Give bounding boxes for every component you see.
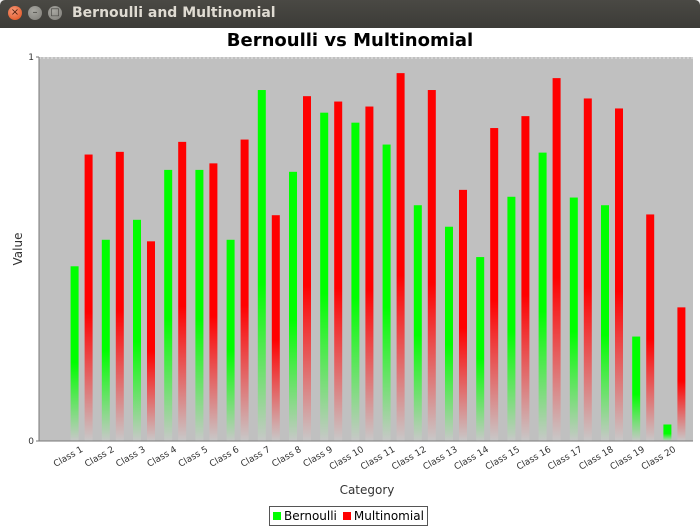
bar-multinomial-19 <box>646 214 655 441</box>
bar-multinomial-4 <box>178 141 187 441</box>
chart-title: Bernoulli vs Multinomial <box>227 30 473 51</box>
x-tick-label: Class 16 <box>515 445 553 473</box>
close-icon: × <box>10 7 20 18</box>
maximize-icon: □ <box>50 7 60 18</box>
bar-multinomial-1 <box>84 154 93 441</box>
legend-label-multinomial: Multinomial <box>353 509 424 523</box>
window-title: Bernoulli and Multinomial <box>72 5 276 21</box>
x-tick-label: Class 20 <box>640 445 678 473</box>
bar-multinomial-9 <box>334 101 343 441</box>
close-button[interactable]: × <box>8 6 22 20</box>
legend-swatch-bernoulli <box>273 512 281 520</box>
x-tick-label: Class 14 <box>453 445 491 473</box>
x-tick-label: Class 17 <box>546 445 584 473</box>
bar-multinomial-3 <box>147 241 155 441</box>
bar-multinomial-10 <box>365 106 374 441</box>
x-tick-label: Class 18 <box>578 445 616 473</box>
bar-multinomial-5 <box>209 163 218 442</box>
bar-multinomial-17 <box>583 98 592 442</box>
legend-item-bernoulli: Bernoulli <box>273 509 337 523</box>
x-tick-label: Class 6 <box>208 445 241 470</box>
bar-bernoulli-13 <box>445 226 453 441</box>
bar-multinomial-8 <box>303 96 311 441</box>
bar-multinomial-12 <box>427 90 436 442</box>
x-tick-label: Class 7 <box>239 445 272 470</box>
bar-bernoulli-2 <box>101 239 110 441</box>
bar-bernoulli-19 <box>632 336 641 441</box>
bar-bernoulli-1 <box>70 266 79 441</box>
legend: Bernoulli Multinomial <box>269 506 428 526</box>
bar-multinomial-2 <box>115 151 124 441</box>
bar-multinomial-14 <box>490 128 499 441</box>
title-bar[interactable]: × – □ Bernoulli and Multinomial <box>0 0 700 28</box>
bar-bernoulli-8 <box>289 171 297 442</box>
x-tick-label: Class 13 <box>422 445 460 473</box>
y-ticks: 01 <box>28 53 39 447</box>
legend-item-multinomial: Multinomial <box>342 509 424 523</box>
bar-bernoulli-4 <box>164 169 173 441</box>
bar-bernoulli-11 <box>382 144 391 441</box>
x-axis-label: Category <box>340 483 395 497</box>
bar-bernoulli-14 <box>476 257 485 441</box>
x-tick-label: Class 15 <box>484 445 522 473</box>
bar-bernoulli-10 <box>351 122 360 441</box>
x-tick-label: Class 4 <box>146 445 179 470</box>
x-tick-label: Class 12 <box>390 445 428 473</box>
x-tick-label: Class 11 <box>359 445 397 473</box>
bar-multinomial-15 <box>521 116 530 442</box>
x-tick-label: Class 2 <box>83 445 116 470</box>
bar-bernoulli-18 <box>601 205 609 441</box>
bar-multinomial-20 <box>677 307 686 441</box>
bar-multinomial-6 <box>240 139 249 441</box>
x-tick-label: Class 3 <box>115 445 148 470</box>
bar-bernoulli-15 <box>507 196 516 441</box>
minimize-button[interactable]: – <box>28 6 42 20</box>
bar-bernoulli-12 <box>413 205 422 441</box>
bar-bernoulli-5 <box>195 169 204 441</box>
bar-bernoulli-20 <box>663 424 672 441</box>
maximize-button[interactable]: □ <box>48 6 62 20</box>
bar-bernoulli-6 <box>226 239 235 441</box>
bar-bernoulli-9 <box>320 112 329 442</box>
bar-multinomial-13 <box>459 189 467 441</box>
bar-multinomial-7 <box>271 215 280 441</box>
legend-label-bernoulli: Bernoulli <box>284 509 337 523</box>
bar-chart: Bernoulli vs Multinomial 01 Class 1Class… <box>11 30 693 497</box>
bar-bernoulli-17 <box>569 197 578 441</box>
bar-bernoulli-7 <box>257 90 266 442</box>
bar-bernoulli-3 <box>133 219 141 441</box>
x-tick-label: Class 1 <box>52 445 85 470</box>
y-axis-label: Value <box>11 233 25 266</box>
bar-multinomial-11 <box>396 73 405 442</box>
y-tick-label: 0 <box>28 437 34 447</box>
legend-swatch-multinomial <box>342 512 351 520</box>
bar-multinomial-18 <box>615 108 623 442</box>
x-tick-label: Class 19 <box>609 445 647 473</box>
bars-group <box>70 73 686 442</box>
x-tick-label: Class 5 <box>177 445 210 470</box>
bar-bernoulli-16 <box>538 152 547 441</box>
bar-multinomial-16 <box>552 78 561 441</box>
x-tick-label: Class 8 <box>271 445 304 470</box>
x-tick-label: Class 10 <box>328 445 366 473</box>
y-tick-label: 1 <box>28 53 34 63</box>
minimize-icon: – <box>32 7 38 18</box>
